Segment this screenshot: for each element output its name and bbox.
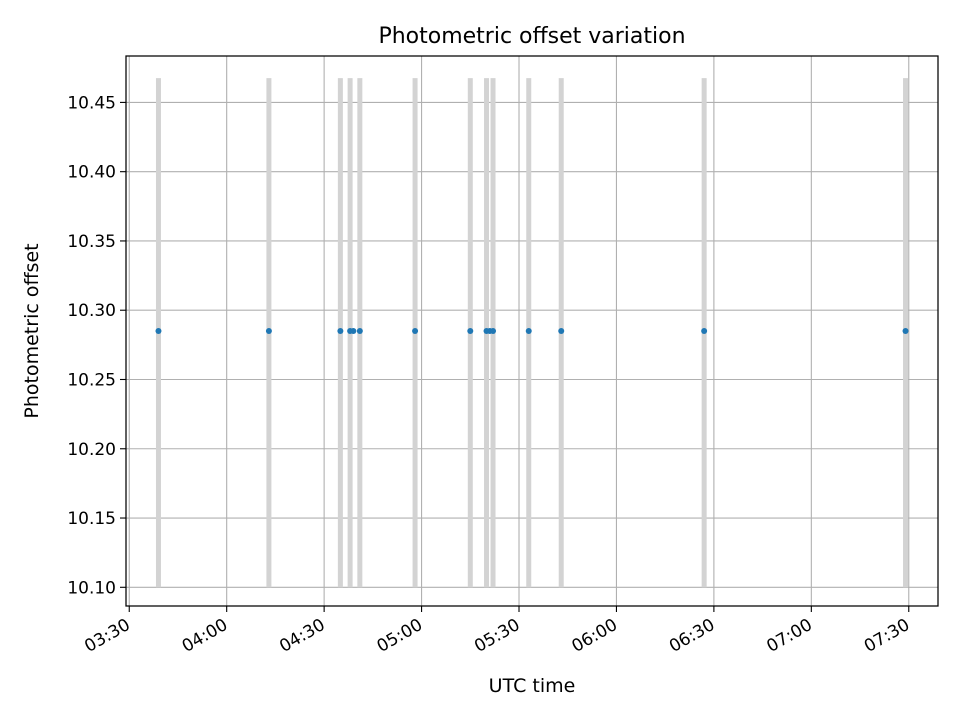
x-tick-label: 04:00	[179, 615, 231, 657]
data-point	[155, 328, 162, 334]
x-tick-label: 05:00	[374, 615, 426, 657]
x-tick-label: 06:00	[569, 615, 621, 657]
y-tick-label: 10.35	[67, 232, 116, 252]
x-tick-label: 03:30	[81, 615, 133, 657]
y-axis-ticks: 10.10 10.15 10.20 10.25 10.30 10.35 10.40 10.45	[67, 93, 126, 598]
plot-frame	[125, 55, 939, 607]
data-point	[356, 328, 363, 334]
data-point	[350, 328, 357, 334]
data-point	[467, 328, 474, 334]
x-axis-ticks: 03:30 04:00 04:30 05:00 05:30 06:00 06:30 07:00…	[81, 606, 913, 657]
y-axis-label: Photometric offset	[21, 243, 43, 418]
data-point	[558, 328, 565, 334]
y-tick-label: 10.30	[67, 301, 116, 321]
data-point	[902, 328, 909, 334]
data-point	[265, 328, 272, 334]
y-tick-label: 10.25	[67, 370, 116, 390]
data-points	[155, 328, 909, 334]
x-tick-label: 07:00	[763, 615, 815, 657]
data-point	[701, 328, 708, 334]
data-point	[525, 328, 532, 334]
x-tick-label: 05:30	[471, 615, 523, 657]
y-tick-label: 10.20	[67, 440, 116, 460]
data-point	[337, 328, 344, 334]
chart-title: Photometric offset variation	[378, 24, 685, 49]
grid-lines	[126, 56, 938, 606]
x-axis-label: UTC time	[489, 675, 576, 697]
x-tick-label: 06:30	[666, 615, 718, 657]
y-tick-label: 10.40	[67, 163, 116, 183]
y-tick-label: 10.15	[67, 509, 116, 529]
x-tick-label: 04:30	[276, 615, 328, 657]
data-point	[412, 328, 419, 334]
x-tick-label: 07:30	[861, 615, 913, 657]
y-tick-label: 10.45	[67, 93, 116, 113]
y-tick-label: 10.10	[67, 578, 116, 598]
data-point	[490, 328, 497, 334]
